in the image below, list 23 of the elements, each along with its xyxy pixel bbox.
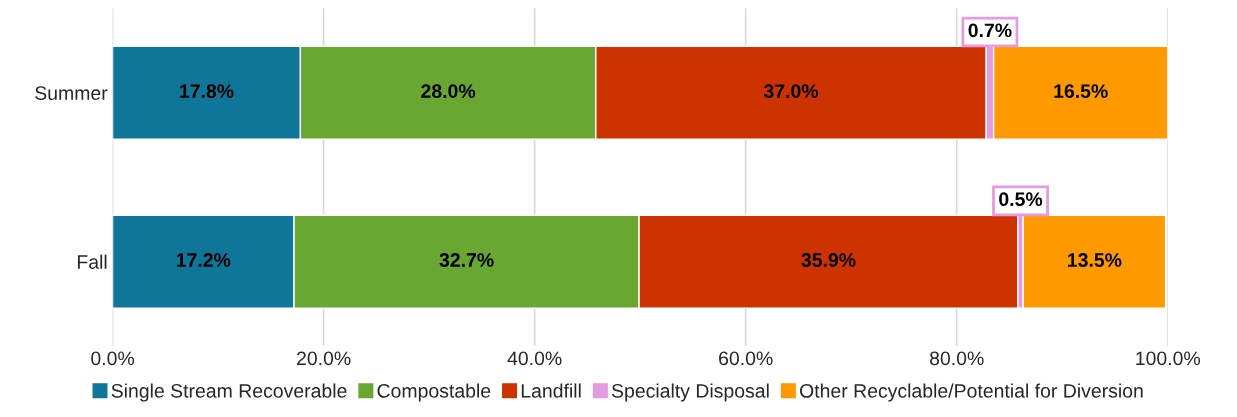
- x-tick-label: 80.0%: [929, 351, 984, 366]
- x-tick-label: 40.0%: [507, 351, 562, 366]
- data-label: 17.8%: [180, 84, 234, 98]
- legend-label: Landfill: [521, 383, 581, 398]
- x-tick-label: 60.0%: [719, 351, 773, 366]
- data-label: 17.2%: [176, 253, 231, 267]
- legend-label: Other Recyclable/Potential for Diversion: [800, 383, 1143, 402]
- data-label: 0.7%: [968, 23, 1012, 38]
- y-tick-label: Summer: [35, 86, 108, 101]
- data-label: 16.5%: [1054, 84, 1108, 98]
- x-tick-label: 20.0%: [297, 351, 351, 366]
- y-tick-label: Fall: [77, 254, 107, 269]
- legend-label: Specialty Disposal: [611, 383, 769, 402]
- data-label: 0.5%: [999, 192, 1043, 207]
- data-label: 37.0%: [763, 84, 819, 99]
- data-label: 32.7%: [439, 253, 494, 267]
- legend-label: Compostable: [377, 383, 491, 402]
- legend-label: Single Stream Recoverable: [111, 383, 347, 402]
- data-label: 35.9%: [801, 253, 856, 267]
- data-label: 13.5%: [1068, 253, 1122, 267]
- data-label: 28.0%: [421, 84, 476, 98]
- x-tick-label: 100.0%: [1136, 351, 1201, 366]
- x-tick-label: 0.0%: [91, 351, 135, 366]
